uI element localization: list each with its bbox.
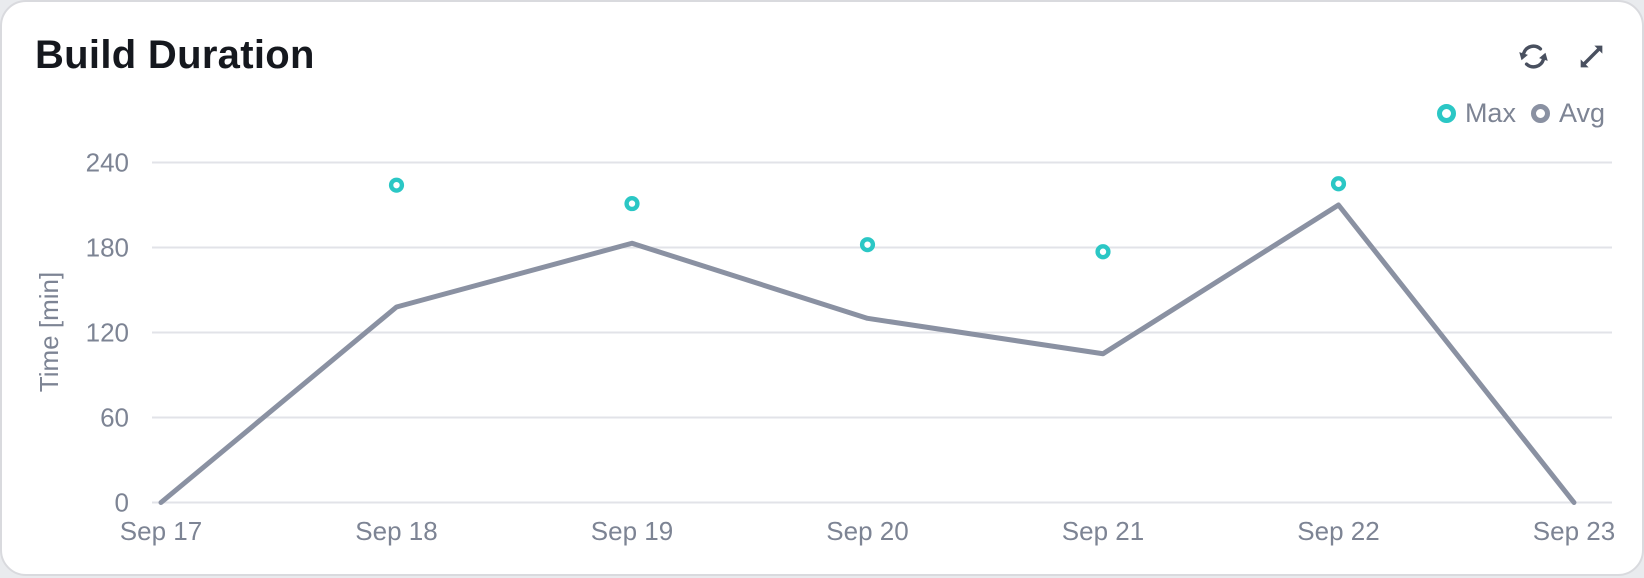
legend-label-max: Max (1464, 98, 1516, 128)
y-tick-label: 180 (86, 233, 129, 263)
max-data-point[interactable] (1095, 244, 1111, 260)
legend-label-avg: Avg (1558, 98, 1605, 128)
expand-button[interactable] (1570, 35, 1612, 77)
x-tick-label: Sep 19 (591, 516, 673, 546)
max-data-point[interactable] (1330, 176, 1347, 192)
y-tick-label: 120 (86, 318, 129, 348)
x-tick-label: Sep 21 (1062, 516, 1144, 546)
max-data-point[interactable] (859, 237, 876, 253)
x-tick-label: Sep 18 (355, 516, 437, 546)
expand-icon (1580, 45, 1602, 67)
chart-legend: Max Avg (1436, 98, 1605, 129)
x-tick-label: Sep 23 (1533, 516, 1615, 546)
refresh-button[interactable] (1512, 35, 1554, 77)
max-data-point[interactable] (624, 195, 640, 212)
avg-series-marker-icon (1530, 104, 1550, 123)
y-tick-label: 0 (115, 488, 129, 518)
avg-line-series (158, 202, 1577, 505)
max-data-point[interactable] (388, 177, 405, 193)
chart-toolbar (1512, 35, 1612, 77)
y-tick-label: 60 (100, 403, 129, 433)
refresh-icon (1518, 43, 1548, 69)
x-tick-label: Sep 20 (826, 516, 908, 546)
y-tick-label: 240 (86, 148, 129, 178)
x-tick-label: Sep 22 (1297, 516, 1379, 546)
max-series-marker-icon (1436, 104, 1456, 123)
page-title: Build Duration (35, 33, 315, 77)
legend-item-avg[interactable]: Avg (1530, 98, 1605, 129)
y-axis-title: Time [min] (34, 272, 64, 392)
legend-item-max[interactable]: Max (1436, 98, 1516, 129)
x-tick-label: Sep 17 (120, 516, 202, 546)
